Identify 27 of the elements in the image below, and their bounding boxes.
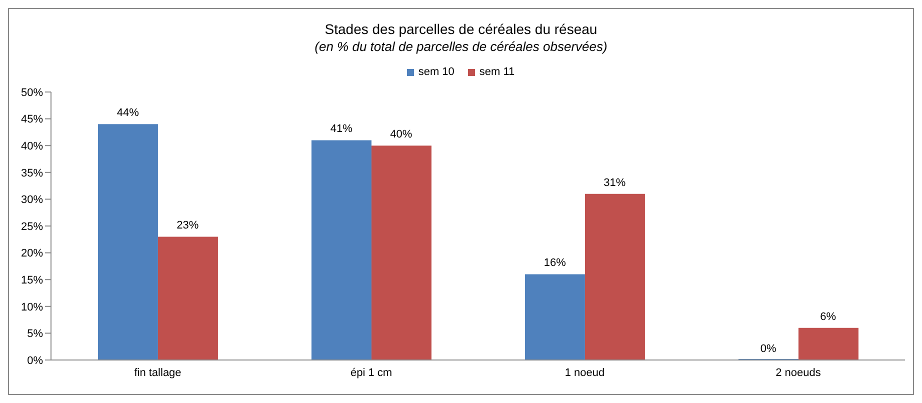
x-tick-label: épi 1 cm bbox=[350, 366, 392, 379]
y-tick-label: 15% bbox=[20, 274, 44, 287]
legend-label: sem 10 bbox=[418, 66, 454, 78]
y-tick-label: 50% bbox=[20, 86, 44, 99]
data-label: 0% bbox=[760, 343, 777, 355]
data-label: 40% bbox=[390, 128, 412, 141]
y-tick-label: 35% bbox=[20, 167, 44, 180]
chart-subtitle: (en % du total de parcelles de céréales observées) bbox=[314, 39, 608, 54]
y-tick-label: 0% bbox=[27, 354, 44, 367]
x-tick-label: 2 noeuds bbox=[776, 366, 822, 379]
data-label: 44% bbox=[116, 107, 140, 120]
legend-label: sem 11 bbox=[479, 66, 515, 78]
y-tick-label: 45% bbox=[20, 114, 44, 126]
chart-title: Stades des parcelles de céréales du réseau bbox=[324, 21, 598, 37]
y-tick-label: 10% bbox=[20, 301, 44, 314]
y-tick-label: 30% bbox=[20, 194, 44, 206]
x-tick-label: fin tallage bbox=[134, 366, 182, 379]
data-label: 16% bbox=[544, 257, 566, 270]
data-label: 41% bbox=[330, 123, 353, 136]
y-tick-label: 25% bbox=[20, 220, 44, 233]
x-tick-label: 1 noeud bbox=[564, 366, 605, 379]
data-label: 6% bbox=[820, 310, 836, 323]
y-tick-label: 5% bbox=[27, 328, 44, 340]
data-label: 31% bbox=[604, 176, 626, 189]
y-tick-label: 20% bbox=[20, 248, 44, 260]
data-label: 23% bbox=[176, 220, 199, 232]
y-tick-label: 40% bbox=[20, 140, 44, 153]
